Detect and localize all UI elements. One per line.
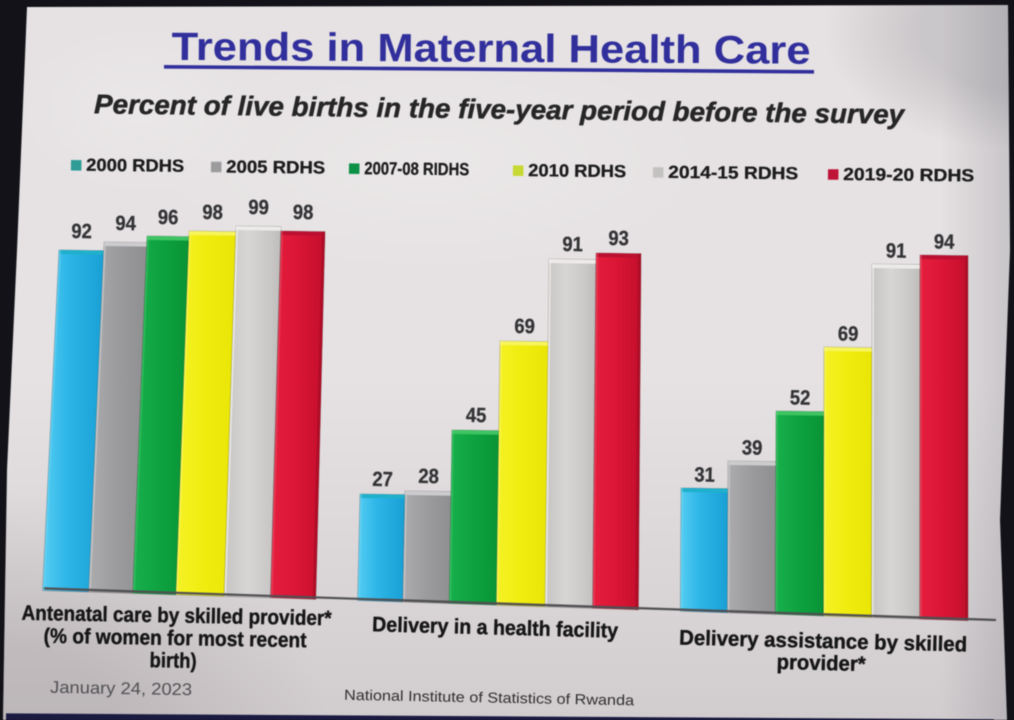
- svg-text:99: 99: [248, 196, 269, 219]
- svg-text:93: 93: [608, 227, 629, 250]
- svg-text:27: 27: [372, 468, 393, 491]
- svg-text:2007-08 RIDHS: 2007-08 RIDHS: [364, 158, 469, 179]
- svg-text:45: 45: [466, 404, 487, 427]
- svg-text:98: 98: [293, 201, 314, 224]
- svg-text:2014-15 RDHS: 2014-15 RDHS: [668, 162, 798, 183]
- svg-text:Antenatal care by skilled prov: Antenatal care by skilled provider*: [21, 602, 332, 630]
- svg-text:94: 94: [934, 230, 955, 253]
- svg-text:69: 69: [838, 322, 859, 345]
- svg-text:provider*: provider*: [776, 651, 866, 676]
- svg-text:2005 RDHS: 2005 RDHS: [226, 156, 325, 177]
- svg-text:98: 98: [202, 201, 223, 224]
- svg-text:January 24, 2023: January 24, 2023: [50, 678, 192, 699]
- svg-text:2010 RDHS: 2010 RDHS: [528, 160, 626, 181]
- svg-text:(% of women for most recent: (% of women for most recent: [43, 625, 306, 653]
- svg-text:69: 69: [514, 315, 535, 338]
- svg-text:28: 28: [418, 465, 439, 488]
- svg-text:National Institute of Statisti: National Institute of Statistics of Rwan…: [344, 688, 635, 710]
- svg-text:52: 52: [790, 386, 811, 409]
- svg-text:31: 31: [694, 463, 715, 486]
- svg-text:birth): birth): [149, 649, 196, 673]
- svg-text:2019-20 RDHS: 2019-20 RDHS: [843, 164, 974, 185]
- svg-text:2000 RDHS: 2000 RDHS: [86, 155, 184, 176]
- svg-text:96: 96: [158, 206, 179, 229]
- svg-text:92: 92: [71, 220, 92, 243]
- svg-text:Trends in Maternal Health Care: Trends in Maternal Health Care: [171, 25, 810, 73]
- svg-text:94: 94: [115, 212, 136, 235]
- svg-text:91: 91: [886, 239, 907, 262]
- svg-text:39: 39: [742, 436, 763, 459]
- svg-text:91: 91: [562, 233, 583, 256]
